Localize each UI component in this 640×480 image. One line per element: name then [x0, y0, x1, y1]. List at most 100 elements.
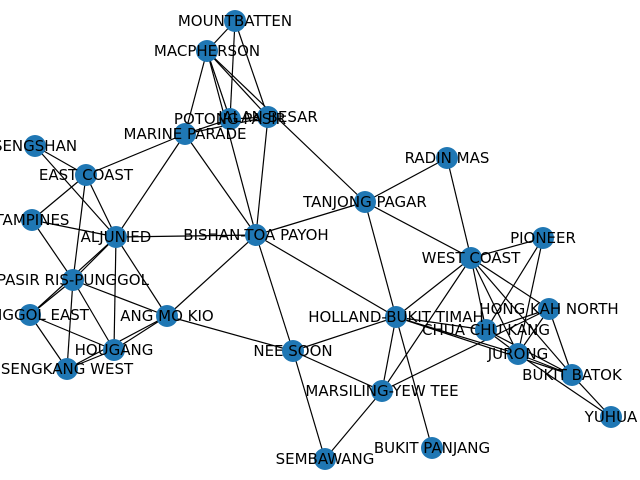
edge-tampines--pasir-ris-punggol	[31, 219, 74, 281]
node-bishan-toa-payoh	[245, 224, 267, 246]
node-chua-chu-kang	[475, 319, 497, 341]
node-yuhua	[600, 406, 622, 428]
edge-mountbatten--jalan-besar	[234, 20, 269, 118]
node-label-bishan-toa-payoh: BISHAN-TOA PAYOH	[183, 226, 328, 244]
edge-punggol-east--hougang	[29, 314, 115, 351]
edge-ang-mo-kio--nee-soon	[166, 315, 294, 352]
edge-macpherson--tanjong-pagar	[206, 50, 366, 203]
edge-bishan-toa-payoh--ang-mo-kio	[166, 234, 257, 317]
edge-bishan-toa-payoh--tanjong-pagar	[255, 201, 366, 236]
node-label-radin-mas: RADIN MAS	[405, 149, 490, 167]
node-label-tanjong-pagar: TANJONG PAGAR	[302, 193, 427, 211]
node-pioneer	[532, 227, 554, 249]
edge-radin-mas--west-coast	[446, 157, 472, 259]
edge-sembawang--marsiling-yew-tee	[324, 390, 383, 460]
edge-west-coast--chua-chu-kang	[470, 257, 487, 331]
node-aljunied	[105, 226, 127, 248]
node-label-sengkang-west: SENGKANG WEST	[1, 360, 134, 378]
node-label-jurong: JURONG	[487, 345, 548, 363]
node-label-pioneer: PIONEER	[510, 229, 576, 247]
edge-west-coast--bukit-batok	[470, 257, 573, 376]
node-radin-mas	[436, 147, 458, 169]
edge-bishan-toa-payoh--nee-soon	[255, 234, 294, 352]
edge-nee-soon--holland-bukit-timah	[292, 316, 397, 352]
edge-east-coast--tampines	[31, 174, 87, 221]
node-mountbatten	[224, 10, 246, 32]
edge-mountbatten--potong-pasir	[229, 20, 236, 120]
node-label-marsiling-yew-tee: MARSILING-YEW TEE	[305, 382, 458, 400]
edge-east-coast--pasir-ris-punggol	[72, 174, 87, 281]
edge-marine-parade--aljunied	[115, 133, 186, 238]
node-label-macpherson: MACPHERSON	[154, 42, 260, 60]
node-east-coast	[75, 164, 97, 186]
node-label-pasir-ris-punggol: PASIR RIS-PUNGGOL	[0, 271, 150, 289]
edge-west-coast--hong-kah-north	[470, 257, 550, 310]
edge-jurong--yuhua	[517, 353, 612, 418]
node-marine-parade	[174, 123, 196, 145]
edge-jalan-besar--bishan-toa-payoh	[255, 116, 269, 236]
edge-west-coast--pioneer	[470, 237, 544, 259]
edge-west-coast--jurong	[470, 257, 519, 355]
edge-sengshan--aljunied	[34, 145, 117, 238]
node-label-sembawang: SEMBAWANG	[276, 450, 375, 468]
node-pasir-ris-punggol	[62, 269, 84, 291]
edge-pasir-ris-punggol--hougang	[72, 279, 115, 351]
edge-pasir-ris-punggol--sengkang-west	[66, 279, 74, 370]
node-hong-kah-north	[538, 298, 560, 320]
edge-marsiling-yew-tee--hong-kah-north	[381, 308, 550, 392]
node-jalan-besar	[257, 106, 279, 128]
node-macpherson	[196, 40, 218, 62]
edge-hong-kah-north--bukit-batok	[548, 308, 573, 376]
node-hougang	[103, 339, 125, 361]
edge-tanjong-pagar--holland-bukit-timah	[364, 201, 397, 318]
node-sengkang-west	[56, 358, 78, 380]
edge-holland-bukit-timah--chua-chu-kang	[395, 316, 487, 331]
node-label-aljunied: ALJUNIED	[81, 228, 152, 246]
node-label-yuhua: YUHUA	[584, 408, 638, 426]
edge-marine-parade--east-coast	[85, 133, 186, 176]
node-punggol-east	[19, 304, 41, 326]
edge-tampines--aljunied	[31, 219, 117, 238]
edge-macpherson--potong-pasir	[206, 50, 231, 120]
node-nee-soon	[282, 340, 304, 362]
node-label-bukit-panjang: BUKIT PANJANG	[374, 439, 490, 457]
node-bukit-panjang	[421, 437, 443, 459]
node-tampines	[21, 209, 43, 231]
node-sembawang	[314, 448, 336, 470]
node-label-east-coast: EAST COAST	[39, 166, 134, 184]
node-label-chua-chu-kang: CHUA CHU KANG	[422, 321, 550, 339]
node-potong-pasir	[219, 108, 241, 130]
node-sengshan	[24, 135, 46, 157]
graph-edges	[29, 20, 612, 460]
node-ang-mo-kio	[156, 305, 178, 327]
graph-nodes	[19, 10, 622, 470]
edge-marine-parade--bishan-toa-payoh	[184, 133, 257, 236]
edge-marsiling-yew-tee--west-coast	[381, 257, 472, 392]
edge-marsiling-yew-tee--holland-bukit-timah	[381, 316, 397, 392]
edge-aljunied--bishan-toa-payoh	[115, 234, 257, 238]
node-label-jalan-besar: JALAN BESAR	[217, 108, 318, 126]
node-label-mountbatten: MOUNTBATTEN	[178, 12, 292, 30]
node-label-bukit-batok: BUKIT BATOK	[522, 366, 623, 384]
node-jurong	[507, 343, 529, 365]
edge-holland-bukit-timah--bukit-batok	[395, 316, 573, 376]
edge-nee-soon--marsiling-yew-tee	[292, 350, 383, 392]
node-bukit-batok	[561, 364, 583, 386]
edge-macpherson--bishan-toa-payoh	[206, 50, 257, 236]
node-label-nee-soon: NEE SOON	[253, 342, 332, 360]
edge-macpherson--marine-parade	[184, 50, 208, 135]
edge-holland-bukit-timah--west-coast	[395, 257, 472, 318]
node-label-ang-mo-kio: ANG MO KIO	[120, 307, 213, 325]
edge-holland-bukit-timah--bukit-panjang	[395, 316, 433, 449]
edge-pasir-ris-punggol--ang-mo-kio	[72, 279, 168, 317]
node-label-punggol-east: PUNGGOL EAST	[0, 306, 90, 324]
node-label-holland-bukit-timah: HOLLAND-BUKIT TIMAH	[308, 308, 484, 326]
node-label-hong-kah-north: HONG KAH NORTH	[479, 300, 618, 318]
edge-macpherson--jalan-besar	[206, 50, 269, 118]
node-holland-bukit-timah	[385, 306, 407, 328]
node-label-potong-pasir: POTONG PASIR	[174, 110, 286, 128]
edge-radin-mas--tanjong-pagar	[364, 157, 448, 203]
node-label-west-coast: WEST COAST	[422, 249, 522, 267]
